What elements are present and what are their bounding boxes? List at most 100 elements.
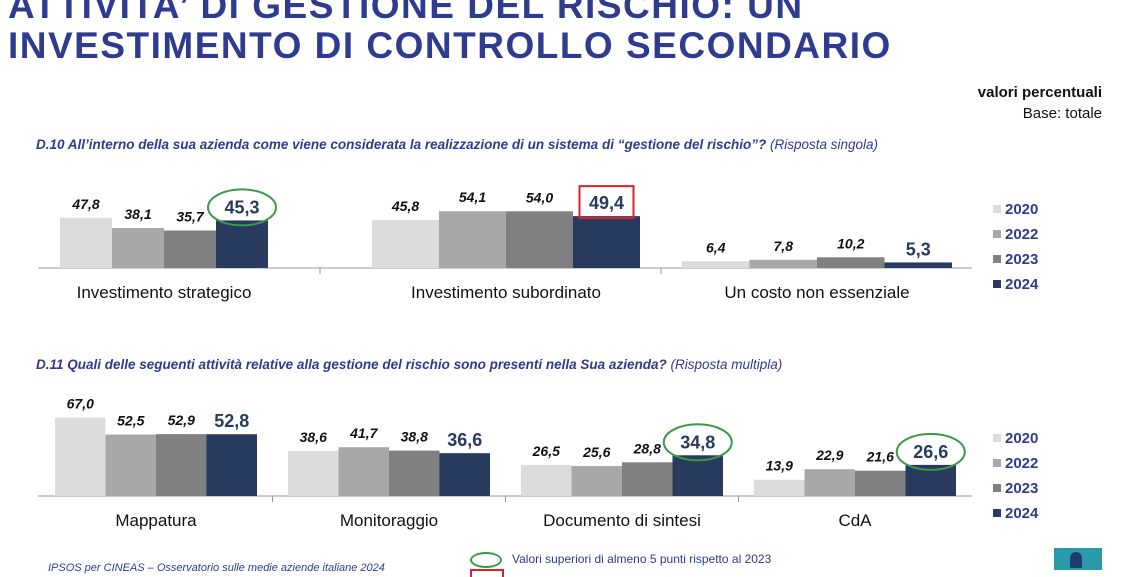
question-d11: D.11 Quali delle seguenti attività relat… (36, 357, 782, 372)
bar-investimento-strategico-2020 (60, 217, 112, 268)
data-label-investimento-subordinato-2020: 45,8 (391, 198, 419, 214)
chart-d10: 47,8 38,1 35,7 45,3 Investimento strategico 4… (38, 185, 1039, 302)
data-label-investimento-subordinato-2022: 54,1 (459, 189, 486, 205)
highlight-up-documento-di-sintesi (662, 423, 733, 462)
data-label-documento-di-sintesi-2024: 34,8 (680, 432, 715, 452)
question-d11-note: (Risposta multipla) (670, 357, 783, 372)
bar-mappatura-2022 (105, 434, 156, 496)
bar-documento-di-sintesi-2020 (521, 464, 572, 496)
legend-swatch-2023 (993, 484, 1001, 492)
category-label-cda: CdA (838, 511, 872, 530)
category-label-investimento-subordinato: Investimento subordinato (411, 283, 601, 302)
data-label-investimento-strategico-2022: 38,1 (124, 206, 151, 222)
data-label-investimento-strategico-2024: 45,3 (224, 197, 259, 217)
data-label-documento-di-sintesi-2020: 26,5 (532, 443, 560, 459)
bar-investimento-subordinato-2020 (372, 219, 439, 268)
data-label-cda-2024: 26,6 (913, 442, 948, 462)
legend-swatch-2024 (993, 509, 1001, 517)
legend-swatch-2023 (993, 255, 1001, 263)
bar-documento-di-sintesi-2024 (672, 455, 723, 496)
bar-un-costo-non-essenziale-2023 (817, 257, 885, 268)
data-label-cda-2020: 13,9 (766, 458, 793, 474)
data-label-monitoraggio-2022: 41,7 (349, 425, 378, 441)
data-label-investimento-strategico-2020: 47,8 (71, 196, 99, 212)
data-label-investimento-subordinato-2024: 49,4 (589, 193, 624, 213)
bar-monitoraggio-2023 (389, 450, 440, 496)
bar-investimento-strategico-2023 (164, 230, 216, 268)
highlight-down-investimento-subordinato (578, 185, 635, 220)
category-label-investimento-strategico: Investimento strategico (77, 283, 252, 302)
legend-label-2022: 2022 (1005, 455, 1038, 472)
question-d10: D.10 All’interno della sua azienda come … (36, 137, 878, 152)
legend-label-2022: 2022 (1005, 226, 1038, 243)
highlight-up-cda (895, 432, 966, 471)
company-logo (1054, 548, 1102, 570)
category-label-monitoraggio: Monitoraggio (340, 511, 438, 530)
bar-investimento-subordinato-2023 (506, 211, 573, 268)
chart-d11: 67,0 52,5 52,9 52,8 Mappatura 38,6 41,7 38,8 36,… (38, 396, 1039, 530)
question-d11-text: D.11 Quali delle seguenti attività relat… (36, 357, 667, 372)
legend-swatch-2022 (993, 459, 1001, 467)
data-label-mappatura-2024: 52,8 (214, 411, 249, 431)
legend-swatch-2022 (993, 230, 1001, 238)
logo-mark (1070, 552, 1082, 568)
data-label-documento-di-sintesi-2023: 28,8 (633, 440, 661, 456)
legend-label-2020: 2020 (1005, 430, 1038, 447)
data-label-un-costo-non-essenziale-2020: 6,4 (706, 239, 726, 255)
legend-label-2024: 2024 (1005, 276, 1039, 293)
unit-label: valori percentuali (977, 84, 1102, 101)
bar-cda-2022 (804, 469, 855, 496)
data-label-un-costo-non-essenziale-2023: 10,2 (837, 235, 864, 251)
bar-investimento-subordinato-2024 (573, 216, 640, 268)
category-label-mappatura: Mappatura (115, 511, 197, 530)
data-label-monitoraggio-2024: 36,6 (447, 430, 482, 450)
legend-label-2023: 2023 (1005, 480, 1038, 497)
category-label-documento-di-sintesi: Documento di sintesi (543, 511, 701, 530)
data-label-mappatura-2022: 52,5 (117, 413, 144, 429)
data-label-monitoraggio-2023: 38,8 (401, 429, 428, 445)
legend-swatch-2020 (993, 434, 1001, 442)
legend-green-text: Valori superiori di almeno 5 punti rispe… (512, 552, 772, 567)
bar-documento-di-sintesi-2022 (571, 466, 622, 496)
data-label-un-costo-non-essenziale-2024: 5,3 (906, 239, 931, 259)
legend-swatch-2020 (993, 205, 1001, 213)
bar-cda-2023 (855, 470, 906, 496)
bar-documento-di-sintesi-2023 (622, 462, 673, 496)
bar-un-costo-non-essenziale-2020 (682, 261, 750, 268)
data-label-mappatura-2023: 52,9 (168, 412, 195, 428)
data-label-un-costo-non-essenziale-2022: 7,8 (774, 238, 794, 254)
question-d10-note: (Risposta singola) (770, 137, 879, 152)
data-label-investimento-subordinato-2023: 54,0 (526, 189, 553, 205)
source-note: IPSOS per CINEAS – Osservatorio sulle me… (48, 562, 385, 574)
data-label-mappatura-2020: 67,0 (67, 396, 94, 412)
data-label-documento-di-sintesi-2022: 25,6 (582, 444, 610, 460)
bar-investimento-strategico-2024 (216, 220, 268, 268)
red-rectangle-icon (470, 569, 504, 577)
bar-mappatura-2024 (206, 434, 257, 496)
legend-label-2024: 2024 (1005, 505, 1039, 522)
legend-note: Valori superiori di almeno 5 punti rispe… (470, 552, 772, 577)
data-label-cda-2023: 21,6 (866, 449, 894, 465)
bar-cda-2020 (754, 479, 805, 496)
highlight-up-investimento-strategico (207, 188, 277, 227)
base-label: Base: totale (1022, 105, 1102, 122)
page-title: ATTIVITA’ DI GESTIONE DEL RISCHIO: UN IN… (8, 0, 1108, 66)
category-label-un-costo-non-essenziale: Un costo non essenziale (724, 283, 909, 302)
bar-mappatura-2020 (55, 417, 106, 496)
data-label-monitoraggio-2020: 38,6 (300, 429, 327, 445)
bar-un-costo-non-essenziale-2024 (884, 262, 952, 268)
bar-mappatura-2023 (156, 434, 207, 496)
legend-label-2020: 2020 (1005, 201, 1038, 218)
legend-label-2023: 2023 (1005, 251, 1038, 268)
data-label-investimento-strategico-2023: 35,7 (176, 209, 204, 225)
title-line-1: ATTIVITA’ DI GESTIONE DEL RISCHIO: UN (8, 0, 804, 26)
green-ellipse-icon (470, 552, 502, 568)
bar-un-costo-non-essenziale-2022 (749, 259, 817, 268)
bar-investimento-subordinato-2022 (439, 211, 506, 268)
title-line-2: INVESTIMENTO DI CONTROLLO SECONDARIO (8, 25, 892, 66)
bar-monitoraggio-2024 (439, 453, 490, 496)
bar-monitoraggio-2022 (338, 447, 389, 496)
question-d10-text: D.10 All’interno della sua azienda come … (36, 137, 767, 152)
bar-investimento-strategico-2022 (112, 227, 164, 268)
legend-swatch-2024 (993, 280, 1001, 288)
